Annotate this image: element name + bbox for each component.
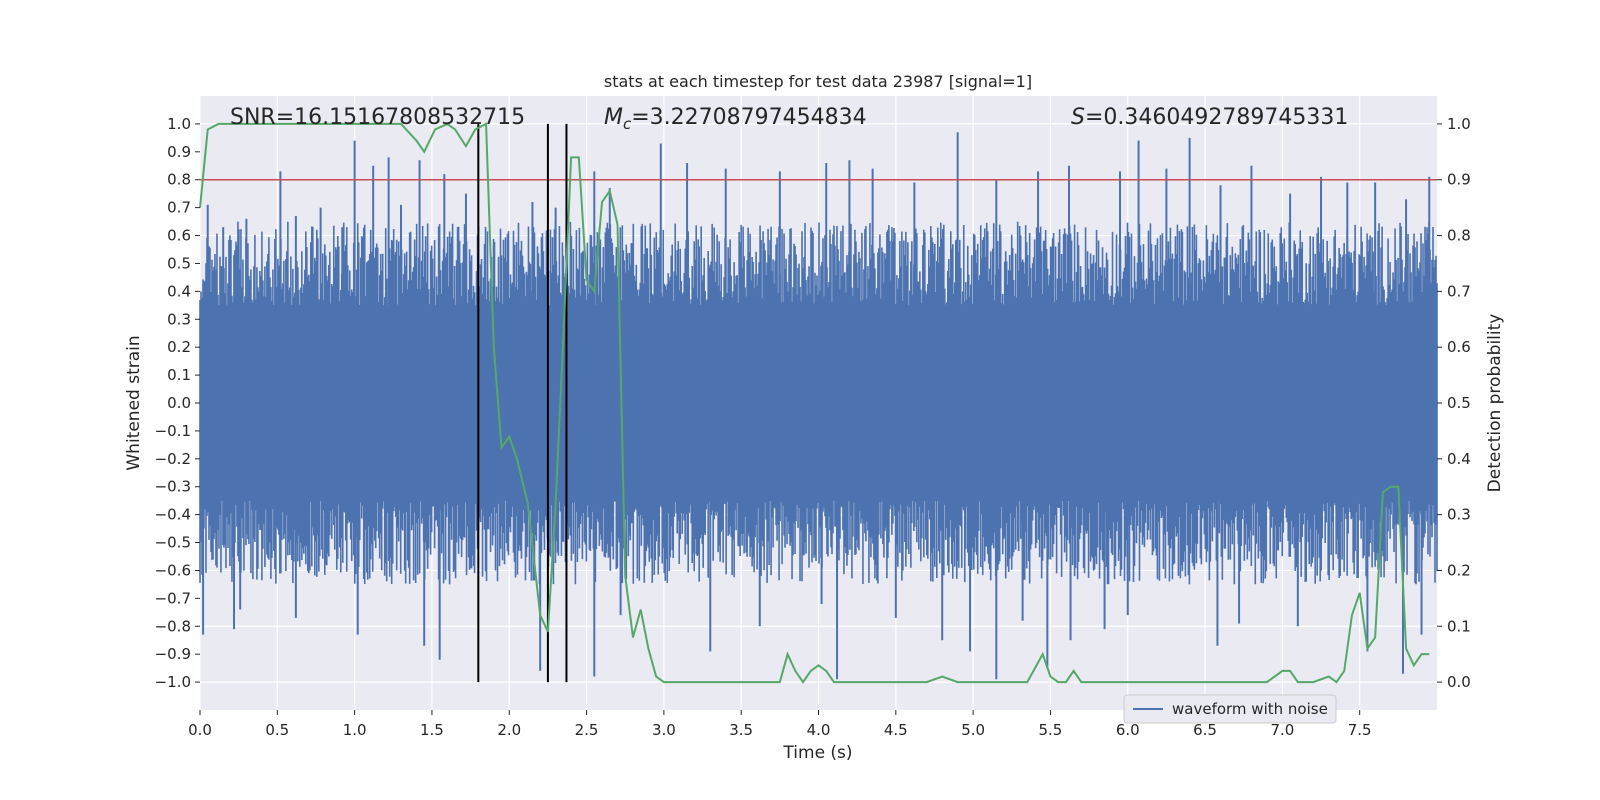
legend-label: waveform with noise — [1172, 700, 1328, 718]
y-tick-label: −0.4 — [155, 506, 191, 524]
y-tick-label: 0.8 — [167, 171, 191, 189]
waveform-noise — [199, 221, 1438, 585]
x-tick-label: 6.0 — [1116, 721, 1140, 739]
mc-subscript: c — [623, 115, 632, 133]
legend-box — [1123, 694, 1337, 724]
s-value: =0.3460492789745331 — [1085, 105, 1348, 130]
y-axis-label: Whitened strain — [124, 335, 144, 470]
x-tick-label: 7.0 — [1270, 721, 1294, 739]
detection-probability-line — [199, 122, 1430, 684]
y-tick-label: 1.0 — [167, 115, 191, 133]
y-tick-label: −0.5 — [155, 534, 191, 552]
y-tick-label: 0.2 — [167, 338, 191, 356]
x-tick-label: 0.0 — [188, 721, 212, 739]
y2-tick-label: 0.3 — [1447, 506, 1471, 524]
mc-value: =3.22708797454834 — [631, 105, 866, 130]
y2-tick-label: 0.6 — [1447, 338, 1471, 356]
y-tick-label: −0.2 — [155, 450, 191, 468]
x-tick-label: 5.0 — [961, 721, 985, 739]
y-tick-label: 0.0 — [167, 394, 191, 412]
mc-symbol: M — [604, 105, 623, 130]
x-tick-label: 3.0 — [652, 721, 676, 739]
y-tick-label: −0.3 — [155, 478, 191, 496]
x-axis-label: Time (s) — [782, 743, 852, 763]
vertical-markers — [477, 123, 568, 683]
x-tick-label: 3.5 — [729, 721, 753, 739]
x-tick-label: 1.5 — [420, 721, 444, 739]
x-tick-label: 0.5 — [265, 721, 289, 739]
y-tick-label: 0.6 — [167, 227, 191, 245]
x-tick-labels: 0.0 0.5 1.0 1.5 2.0 2.5 3.0 3.5 4.0 4.5 5.0 5.5 6.0 6… — [188, 710, 1372, 739]
y2-tick-label: 0.9 — [1447, 171, 1471, 189]
x-tick-label: 7.5 — [1348, 721, 1372, 739]
waveform-series — [199, 132, 1438, 680]
x-tick-label: 6.5 — [1193, 721, 1217, 739]
y-tick-label: 0.7 — [167, 199, 191, 217]
s-symbol: S — [1071, 105, 1085, 130]
y2-axis-label: Detection probability — [1485, 314, 1505, 493]
y-tick-label: −0.9 — [155, 645, 191, 663]
y-tick-label: 0.5 — [167, 254, 191, 272]
s-annotation: S=0.3460492789745331 — [1071, 105, 1348, 130]
y-tick-label: −0.7 — [155, 589, 191, 607]
y2-tick-label: 1.0 — [1447, 115, 1471, 133]
x-tick-label: 2.0 — [497, 721, 521, 739]
y2-tick-label: 0.0 — [1447, 673, 1471, 691]
y-tick-label: −0.6 — [155, 561, 191, 579]
y-tick-label: 0.1 — [167, 366, 191, 384]
x-tick-label: 4.0 — [807, 721, 831, 739]
y-tick-label: 0.3 — [167, 310, 191, 328]
y-tick-labels: 1.0 0.9 0.8 0.7 0.6 0.5 0.4 0.3 0.2 0.1 0.0 −0.1 −0.… — [155, 115, 200, 691]
y2-tick-label: 0.1 — [1447, 617, 1471, 635]
x-tick-label: 2.5 — [575, 721, 599, 739]
y2-tick-label: 0.5 — [1447, 394, 1471, 412]
x-tick-label: 5.5 — [1039, 721, 1063, 739]
x-tick-label: 1.0 — [343, 721, 367, 739]
y2-tick-label: 0.8 — [1447, 227, 1471, 245]
legend: waveform with noise — [1123, 694, 1337, 724]
y-tick-label: 0.4 — [167, 282, 191, 300]
y-tick-label: −0.8 — [155, 617, 191, 635]
y2-tick-labels: 1.0 0.9 0.8 0.7 0.6 0.5 0.4 0.3 0.2 0.1 0.0 — [1437, 115, 1471, 691]
y-tick-label: 0.9 — [167, 143, 191, 161]
y2-tick-label: 0.2 — [1447, 561, 1471, 579]
chart-title: stats at each timestep for test data 239… — [604, 72, 1032, 91]
y2-tick-label: 0.7 — [1447, 282, 1471, 300]
chirp-mass-annotation: Mc=3.22708797454834 — [604, 105, 867, 133]
x-tick-label: 4.5 — [884, 721, 908, 739]
y2-tick-label: 0.4 — [1447, 450, 1471, 468]
y-tick-label: −1.0 — [155, 673, 191, 691]
y-tick-label: −0.1 — [155, 422, 191, 440]
snr-annotation: SNR=16.15167808532715 — [230, 105, 525, 130]
